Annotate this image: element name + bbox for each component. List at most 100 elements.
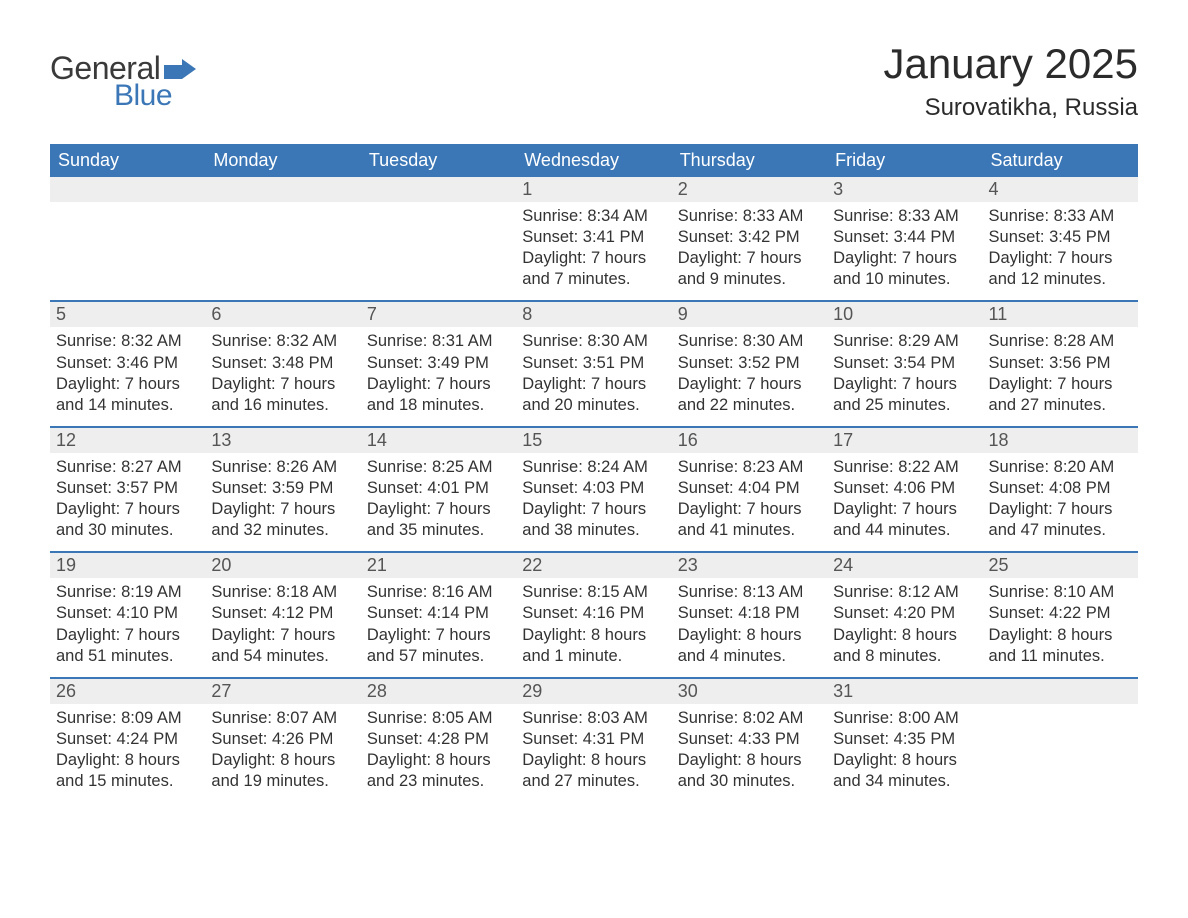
daylight-line-1: Daylight: 7 hours — [989, 248, 1132, 269]
daylight-line-2: and 30 minutes. — [678, 771, 821, 792]
calendar-week: 26Sunrise: 8:09 AMSunset: 4:24 PMDayligh… — [50, 677, 1138, 802]
day-details: Sunrise: 8:02 AMSunset: 4:33 PMDaylight:… — [672, 704, 827, 802]
weekday-header: Thursday — [672, 144, 827, 177]
day-number: 16 — [672, 428, 827, 453]
sunset-line: Sunset: 4:35 PM — [833, 729, 976, 750]
day-details: Sunrise: 8:18 AMSunset: 4:12 PMDaylight:… — [205, 578, 360, 676]
sunrise-line: Sunrise: 8:16 AM — [367, 582, 510, 603]
sunset-line: Sunset: 4:28 PM — [367, 729, 510, 750]
day-number: 6 — [205, 302, 360, 327]
calendar-cell: 25Sunrise: 8:10 AMSunset: 4:22 PMDayligh… — [983, 553, 1138, 676]
day-number: 14 — [361, 428, 516, 453]
daylight-line-2: and 35 minutes. — [367, 520, 510, 541]
calendar-cell: 17Sunrise: 8:22 AMSunset: 4:06 PMDayligh… — [827, 428, 982, 551]
sunset-line: Sunset: 4:16 PM — [522, 603, 665, 624]
daylight-line-2: and 30 minutes. — [56, 520, 199, 541]
sunset-line: Sunset: 3:42 PM — [678, 227, 821, 248]
day-number: 15 — [516, 428, 671, 453]
daylight-line-2: and 47 minutes. — [989, 520, 1132, 541]
daylight-line-2: and 38 minutes. — [522, 520, 665, 541]
day-details: Sunrise: 8:19 AMSunset: 4:10 PMDaylight:… — [50, 578, 205, 676]
calendar-cell: 7Sunrise: 8:31 AMSunset: 3:49 PMDaylight… — [361, 302, 516, 425]
calendar-week: 1Sunrise: 8:34 AMSunset: 3:41 PMDaylight… — [50, 177, 1138, 300]
sunrise-line: Sunrise: 8:33 AM — [989, 206, 1132, 227]
calendar-cell: 23Sunrise: 8:13 AMSunset: 4:18 PMDayligh… — [672, 553, 827, 676]
sunset-line: Sunset: 3:44 PM — [833, 227, 976, 248]
day-details: Sunrise: 8:30 AMSunset: 3:51 PMDaylight:… — [516, 327, 671, 425]
daylight-line-1: Daylight: 8 hours — [522, 750, 665, 771]
daylight-line-1: Daylight: 8 hours — [211, 750, 354, 771]
day-number: 26 — [50, 679, 205, 704]
daylight-line-2: and 27 minutes. — [522, 771, 665, 792]
sunset-line: Sunset: 4:24 PM — [56, 729, 199, 750]
daylight-line-2: and 27 minutes. — [989, 395, 1132, 416]
daylight-line-2: and 10 minutes. — [833, 269, 976, 290]
sunset-line: Sunset: 4:26 PM — [211, 729, 354, 750]
sunset-line: Sunset: 3:41 PM — [522, 227, 665, 248]
weekday-header: Saturday — [983, 144, 1138, 177]
sunrise-line: Sunrise: 8:25 AM — [367, 457, 510, 478]
sunrise-line: Sunrise: 8:31 AM — [367, 331, 510, 352]
daylight-line-1: Daylight: 8 hours — [833, 625, 976, 646]
weekday-header: Monday — [205, 144, 360, 177]
daylight-line-2: and 18 minutes. — [367, 395, 510, 416]
sunset-line: Sunset: 4:10 PM — [56, 603, 199, 624]
daylight-line-1: Daylight: 7 hours — [522, 374, 665, 395]
daylight-line-1: Daylight: 7 hours — [56, 374, 199, 395]
calendar-cell: 11Sunrise: 8:28 AMSunset: 3:56 PMDayligh… — [983, 302, 1138, 425]
day-number — [983, 679, 1138, 704]
calendar-cell: 13Sunrise: 8:26 AMSunset: 3:59 PMDayligh… — [205, 428, 360, 551]
sunset-line: Sunset: 4:06 PM — [833, 478, 976, 499]
day-details: Sunrise: 8:33 AMSunset: 3:44 PMDaylight:… — [827, 202, 982, 300]
day-number — [50, 177, 205, 202]
day-details: Sunrise: 8:23 AMSunset: 4:04 PMDaylight:… — [672, 453, 827, 551]
daylight-line-1: Daylight: 7 hours — [367, 625, 510, 646]
sunrise-line: Sunrise: 8:27 AM — [56, 457, 199, 478]
sunset-line: Sunset: 4:03 PM — [522, 478, 665, 499]
sunrise-line: Sunrise: 8:33 AM — [678, 206, 821, 227]
day-number: 8 — [516, 302, 671, 327]
day-details: Sunrise: 8:33 AMSunset: 3:42 PMDaylight:… — [672, 202, 827, 300]
daylight-line-2: and 25 minutes. — [833, 395, 976, 416]
daylight-line-2: and 14 minutes. — [56, 395, 199, 416]
sunrise-line: Sunrise: 8:33 AM — [833, 206, 976, 227]
daylight-line-2: and 15 minutes. — [56, 771, 199, 792]
calendar-cell: 9Sunrise: 8:30 AMSunset: 3:52 PMDaylight… — [672, 302, 827, 425]
sunset-line: Sunset: 4:18 PM — [678, 603, 821, 624]
sunrise-line: Sunrise: 8:13 AM — [678, 582, 821, 603]
daylight-line-1: Daylight: 7 hours — [56, 625, 199, 646]
daylight-line-2: and 23 minutes. — [367, 771, 510, 792]
calendar-cell: 16Sunrise: 8:23 AMSunset: 4:04 PMDayligh… — [672, 428, 827, 551]
day-details: Sunrise: 8:22 AMSunset: 4:06 PMDaylight:… — [827, 453, 982, 551]
day-number: 4 — [983, 177, 1138, 202]
calendar-cell: 31Sunrise: 8:00 AMSunset: 4:35 PMDayligh… — [827, 679, 982, 802]
title-block: January 2025 Surovatikha, Russia — [883, 30, 1138, 126]
page-header: General Blue January 2025 Surovatikha, R… — [50, 30, 1138, 126]
day-number: 1 — [516, 177, 671, 202]
day-details: Sunrise: 8:27 AMSunset: 3:57 PMDaylight:… — [50, 453, 205, 551]
calendar-week: 19Sunrise: 8:19 AMSunset: 4:10 PMDayligh… — [50, 551, 1138, 676]
day-details: Sunrise: 8:26 AMSunset: 3:59 PMDaylight:… — [205, 453, 360, 551]
day-details: Sunrise: 8:20 AMSunset: 4:08 PMDaylight:… — [983, 453, 1138, 551]
day-details: Sunrise: 8:10 AMSunset: 4:22 PMDaylight:… — [983, 578, 1138, 676]
day-details: Sunrise: 8:31 AMSunset: 3:49 PMDaylight:… — [361, 327, 516, 425]
daylight-line-1: Daylight: 8 hours — [367, 750, 510, 771]
daylight-line-2: and 57 minutes. — [367, 646, 510, 667]
daylight-line-1: Daylight: 7 hours — [678, 248, 821, 269]
daylight-line-1: Daylight: 7 hours — [211, 499, 354, 520]
sunset-line: Sunset: 3:49 PM — [367, 353, 510, 374]
daylight-line-2: and 20 minutes. — [522, 395, 665, 416]
sunrise-line: Sunrise: 8:29 AM — [833, 331, 976, 352]
day-number: 2 — [672, 177, 827, 202]
daylight-line-1: Daylight: 7 hours — [833, 499, 976, 520]
weekday-header: Wednesday — [516, 144, 671, 177]
sunrise-line: Sunrise: 8:12 AM — [833, 582, 976, 603]
calendar-cell — [50, 177, 205, 300]
calendar-cell: 3Sunrise: 8:33 AMSunset: 3:44 PMDaylight… — [827, 177, 982, 300]
weekday-header: Sunday — [50, 144, 205, 177]
day-number: 3 — [827, 177, 982, 202]
day-details: Sunrise: 8:34 AMSunset: 3:41 PMDaylight:… — [516, 202, 671, 300]
day-number: 13 — [205, 428, 360, 453]
daylight-line-2: and 1 minute. — [522, 646, 665, 667]
calendar-cell: 6Sunrise: 8:32 AMSunset: 3:48 PMDaylight… — [205, 302, 360, 425]
